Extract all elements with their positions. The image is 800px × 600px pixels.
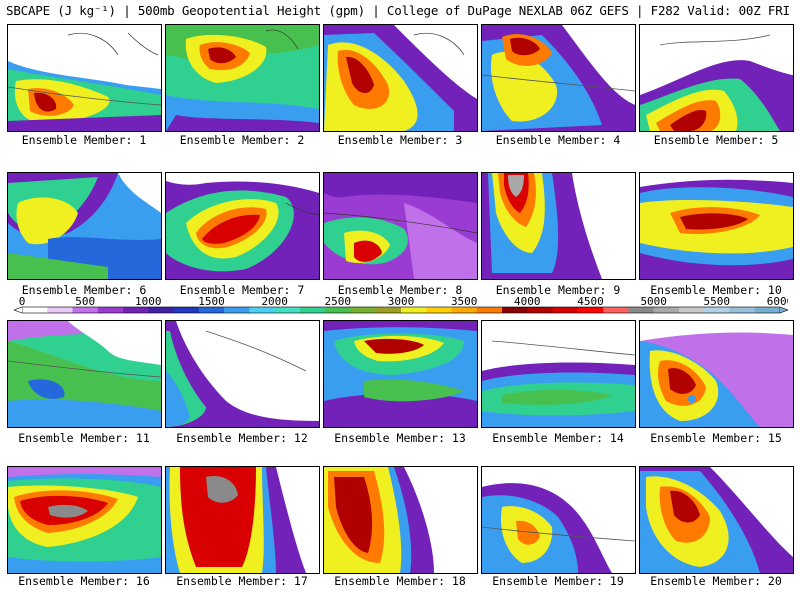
colorbar-tick-label: 0: [19, 296, 26, 308]
map-panel-1: [7, 24, 162, 132]
member-label: Ensemble Member: 6: [21, 283, 147, 297]
colorbar-swatch: [603, 307, 629, 313]
colorbar-swatch: [628, 307, 655, 313]
member-label: Ensemble Member: 16: [18, 574, 150, 588]
member-label: Ensemble Member: 8: [337, 283, 463, 297]
colorbar-swatch: [502, 307, 528, 313]
map-panel-15: [639, 320, 794, 428]
member-label: Ensemble Member: 11: [18, 431, 150, 445]
member-label: Ensemble Member: 4: [495, 133, 621, 147]
colorbar-tick-label: 6000: [767, 296, 788, 308]
colorbar-swatch: [47, 307, 74, 313]
colorbar-swatch: [401, 307, 427, 313]
colorbar-swatch: [173, 307, 200, 313]
member-label: Ensemble Member: 17: [176, 574, 308, 588]
map-panel-7: [165, 172, 320, 280]
colorbar-swatch: [476, 307, 503, 313]
colorbar-swatch: [678, 307, 705, 313]
colorbar-swatch: [552, 307, 579, 313]
colorbar-swatch: [754, 307, 781, 313]
colorbar-swatch: [72, 307, 99, 313]
member-label: Ensemble Member: 19: [492, 574, 624, 588]
member-label: Ensemble Member: 3: [337, 133, 463, 147]
colorbar-swatch: [729, 307, 756, 313]
colorbar-swatch: [325, 307, 351, 313]
map-panel-13: [323, 320, 478, 428]
colorbar-swatch: [299, 307, 326, 313]
colorbar-tick-label: 2500: [325, 296, 352, 308]
map-panel-18: [323, 466, 478, 574]
map-panel-17: [165, 466, 320, 574]
colorbar-swatch: [249, 307, 276, 313]
member-label: Ensemble Member: 20: [650, 574, 782, 588]
map-panel-16: [7, 466, 162, 574]
map-panel-8: [323, 172, 478, 280]
member-label: Ensemble Member: 9: [495, 283, 621, 297]
member-label: Ensemble Member: 1: [21, 133, 147, 147]
colorbar-tick-label: 500: [75, 296, 95, 308]
colorbar-tick-label: 1000: [135, 296, 162, 308]
map-panel-10: [639, 172, 794, 280]
map-panel-12: [165, 320, 320, 428]
member-label: Ensemble Member: 12: [176, 431, 308, 445]
member-label: Ensemble Member: 15: [650, 431, 782, 445]
colorbar-tick-label: 5000: [640, 296, 667, 308]
colorbar-swatch: [375, 307, 402, 313]
colorbar-swatch: [22, 307, 48, 313]
colorbar-tick-label: 3500: [451, 296, 478, 308]
colorbar-swatch: [577, 307, 604, 313]
colorbar-min-arrow: [14, 306, 23, 314]
map-panel-5: [639, 24, 794, 132]
colorbar-swatch: [274, 307, 301, 313]
map-panel-19: [481, 466, 636, 574]
colorbar-tick-label: 5500: [704, 296, 731, 308]
colorbar-swatch: [198, 307, 225, 313]
map-panel-14: [481, 320, 636, 428]
colorbar-swatch: [123, 307, 149, 313]
colorbar-tick-label: 4000: [514, 296, 541, 308]
member-label: Ensemble Member: 5: [653, 133, 779, 147]
colorbar-max-arrow: [779, 306, 788, 314]
colorbar-swatch: [527, 307, 554, 313]
colorbar-swatch: [704, 307, 730, 313]
map-panel-20: [639, 466, 794, 574]
colorbar-swatch: [148, 307, 175, 313]
chart-title: SBCAPE (J kg⁻¹) | 500mb Geopotential Hei…: [6, 3, 796, 18]
color-legend: 0 500 1000 1500 2000 2500 3000 3500 4000 4500 5000…: [14, 296, 788, 320]
colorbar-swatch: [97, 307, 124, 313]
colorbar-tick-label: 1500: [198, 296, 225, 308]
colorbar-swatch: [451, 307, 478, 313]
map-panel-3: [323, 24, 478, 132]
colorbar-tick-label: 2000: [261, 296, 288, 308]
member-label: Ensemble Member: 2: [179, 133, 305, 147]
member-label: Ensemble Member: 18: [334, 574, 466, 588]
colorbar-swatch: [426, 307, 453, 313]
colorbar-swatch: [350, 307, 377, 313]
map-panel-2: [165, 24, 320, 132]
map-panel-11: [7, 320, 162, 428]
map-panel-4: [481, 24, 636, 132]
map-panel-6: [7, 172, 162, 280]
map-panel-9: [481, 172, 636, 280]
colorbar-tick-label: 3000: [388, 296, 415, 308]
member-label: Ensemble Member: 10: [650, 283, 782, 297]
colorbar-swatch: [224, 307, 250, 313]
member-label: Ensemble Member: 13: [334, 431, 466, 445]
member-label: Ensemble Member: 7: [179, 283, 305, 297]
colorbar-tick-label: 4500: [577, 296, 604, 308]
colorbar-swatch: [653, 307, 680, 313]
member-label: Ensemble Member: 14: [492, 431, 624, 445]
